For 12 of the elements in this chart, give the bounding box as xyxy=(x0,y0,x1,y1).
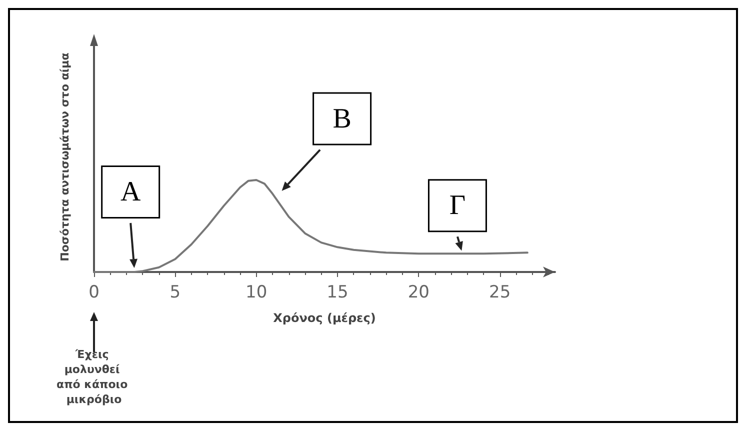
x-tick-label: 0 xyxy=(88,282,100,302)
text: Έχεις μολυνθεί από κάποιο μικρόβιο xyxy=(56,348,132,406)
y-axis-title: Ποσότητα αντισωμάτων στο αίμα xyxy=(58,52,72,262)
annotation: A xyxy=(120,176,142,208)
annotation: Γ xyxy=(449,190,466,222)
x-tick-label: 5 xyxy=(170,282,181,302)
annotation: B xyxy=(332,103,352,134)
x-tick-label: 20 xyxy=(408,282,430,302)
x-tick-label: 15 xyxy=(326,282,348,302)
x-axis-title: Χρόνος (μέρες) xyxy=(273,311,376,325)
x-tick-label: 10 xyxy=(246,282,268,302)
x-tick-label: 25 xyxy=(488,282,511,302)
